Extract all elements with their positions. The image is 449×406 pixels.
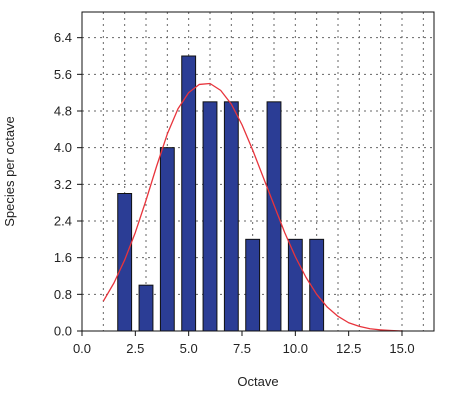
fit-curve bbox=[102, 82, 403, 332]
bar-octave-4 bbox=[159, 147, 175, 332]
bar-octave-6 bbox=[202, 101, 218, 332]
x-axis-label: Octave bbox=[237, 374, 278, 389]
fit-curve-layer bbox=[102, 82, 403, 332]
x-tick-label: 2.5 bbox=[126, 341, 144, 356]
plot-border bbox=[81, 11, 435, 332]
y-tick-label: 5.6 bbox=[54, 67, 72, 82]
y-tick-label: 3.2 bbox=[54, 177, 72, 192]
y-tick-label: 0.0 bbox=[54, 324, 72, 339]
plot-frame bbox=[81, 11, 435, 332]
x-tick-label: 0.0 bbox=[73, 341, 91, 356]
x-tick-label: 5.0 bbox=[180, 341, 198, 356]
y-tick-label: 0.8 bbox=[54, 287, 72, 302]
y-tick-label: 2.4 bbox=[54, 214, 72, 229]
x-tick-label: 12.5 bbox=[336, 341, 361, 356]
bar-octave-8 bbox=[245, 238, 261, 332]
bar-octave-11 bbox=[309, 238, 325, 332]
y-axis-label: Species per octave bbox=[2, 116, 17, 227]
x-tick-label: 7.5 bbox=[233, 341, 251, 356]
x-tick-label: 15.0 bbox=[389, 341, 414, 356]
y-axis-ticks: 0.0 0.8 1.6 2.4 3.2 4.0 4.8 5.6 6.4 bbox=[54, 30, 82, 339]
bar-octave-7 bbox=[223, 101, 239, 332]
y-tick-label: 4.0 bbox=[54, 140, 72, 155]
bar-octave-3 bbox=[138, 284, 154, 332]
bar-octave-2 bbox=[117, 193, 133, 332]
x-axis-ticks: 0.0 2.5 5.0 7.5 10.0 12.5 15.0 bbox=[73, 331, 415, 356]
y-tick-label: 4.8 bbox=[54, 104, 72, 119]
y-tick-label: 6.4 bbox=[54, 30, 72, 45]
y-tick-label: 1.6 bbox=[54, 250, 72, 265]
bar-octave-5 bbox=[181, 55, 197, 332]
bar-octave-10 bbox=[287, 238, 303, 332]
x-tick-label: 10.0 bbox=[283, 341, 308, 356]
